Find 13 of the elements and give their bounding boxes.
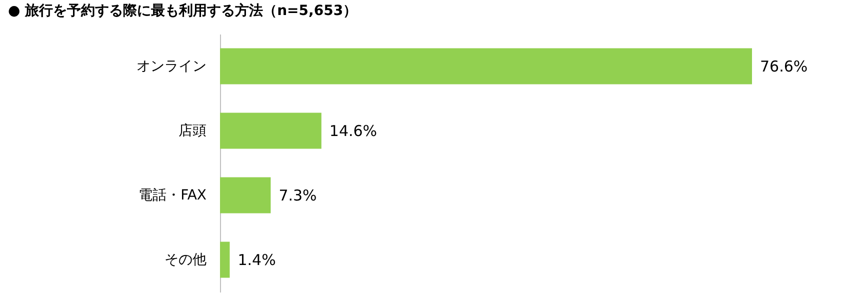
- data-label: 76.6%: [760, 57, 808, 76]
- bar: [220, 112, 322, 149]
- data-label: 7.3%: [278, 186, 317, 204]
- bar: [220, 48, 752, 84]
- y-tick-label: 店頭: [178, 122, 206, 139]
- y-tick-label: オンライン: [136, 58, 206, 74]
- y-tick-label: その他: [164, 252, 206, 268]
- chart-title: ● 旅行を予約する際に最も利用する方法（n=5,653）: [8, 2, 358, 19]
- data-label: 1.4%: [238, 250, 276, 269]
- bar: [220, 242, 230, 278]
- data-label: 14.6%: [329, 122, 378, 140]
- y-tick-label: 電話・FAX: [138, 187, 207, 204]
- bar: [220, 177, 271, 214]
